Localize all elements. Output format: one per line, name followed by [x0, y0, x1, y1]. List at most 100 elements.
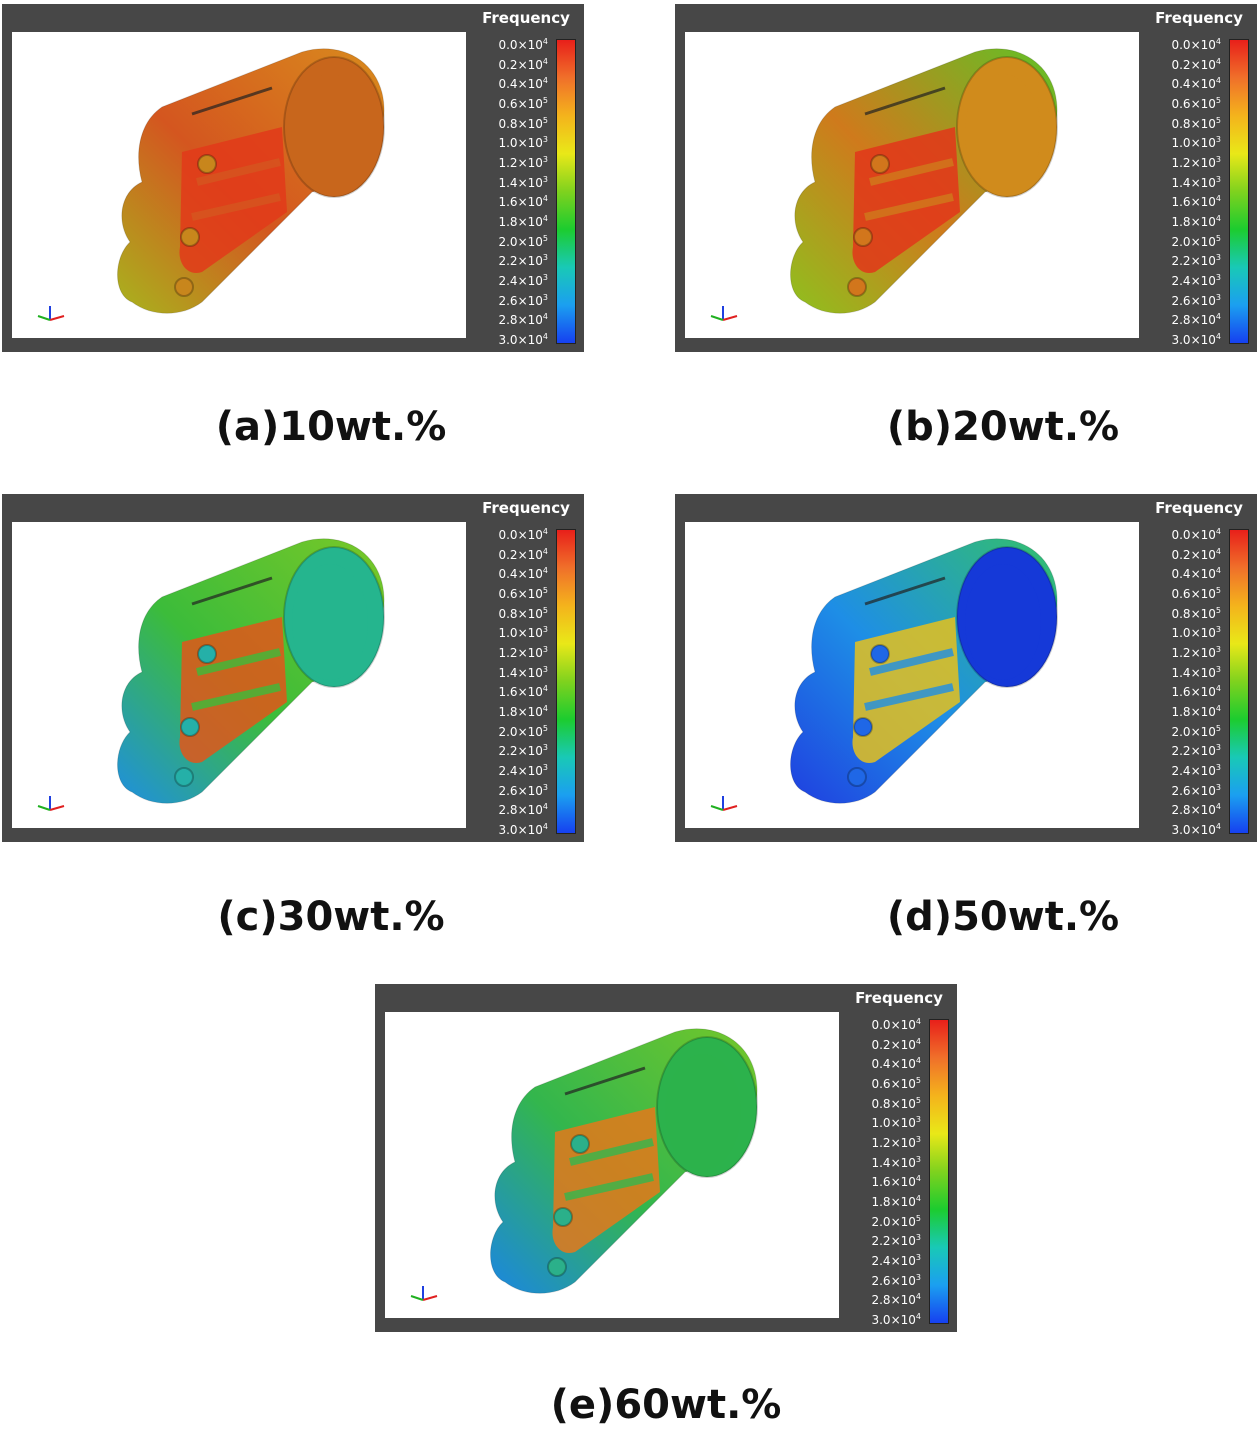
legend-tick-label: 0.6×105 [1171, 585, 1221, 601]
legend-tick-label: 2.8×104 [1171, 312, 1221, 328]
legend-tick-labels: 0.0×104 0.2×104 0.4×104 0.6×105 0.8×105 1.0×1… [1153, 525, 1221, 837]
legend-tick-labels: 0.0×104 0.2×104 0.4×104 0.6×105 0.8×105 1.0×1… [480, 35, 548, 347]
legend-tick-label: 2.2×103 [498, 743, 548, 759]
result-panel-d: Frequency 0.0×104 0.2×104 0.4×104 0.6×105 0.… [675, 494, 1257, 842]
legend-tick-label: 1.0×103 [1171, 135, 1221, 151]
panel-caption: (c)30wt.% [217, 894, 445, 940]
legend-tick-label: 0.6×105 [1171, 95, 1221, 111]
legend-tick-label: 1.8×104 [871, 1193, 921, 1209]
legend-tick-label: 3.0×104 [871, 1311, 921, 1327]
frequency-model-render [790, 48, 1058, 314]
legend-tick-label: 0.6×105 [498, 95, 548, 111]
legend-tick-label: 0.4×104 [498, 566, 548, 582]
legend-tick-label: 0.6×105 [498, 585, 548, 601]
legend-tick-label: 0.2×104 [498, 546, 548, 562]
legend-title: Frequency [1155, 499, 1243, 517]
legend-tick-label: 0.2×104 [498, 56, 548, 72]
legend-tick-label: 2.2×103 [1171, 743, 1221, 759]
legend-tick-label: 1.0×103 [498, 625, 548, 641]
frequency-colorbar [556, 39, 576, 344]
legend-tick-label: 2.6×103 [871, 1272, 921, 1288]
legend-tick-label: 1.4×103 [498, 664, 548, 680]
legend-tick-label: 3.0×104 [1171, 821, 1221, 837]
legend-tick-label: 2.6×103 [1171, 782, 1221, 798]
legend-tick-label: 0.8×105 [498, 605, 548, 621]
panel-caption: (e)60wt.% [550, 1382, 782, 1428]
legend-tick-label: 0.0×104 [498, 37, 548, 52]
legend-tick-label: 1.6×104 [498, 194, 548, 210]
legend-tick-label: 0.8×105 [1171, 605, 1221, 621]
legend-tick-label: 3.0×104 [498, 331, 548, 347]
legend-tick-label: 0.2×104 [1171, 56, 1221, 72]
legend-tick-label: 1.8×104 [1171, 703, 1221, 719]
legend-tick-label: 2.6×103 [1171, 292, 1221, 308]
legend-tick-label: 1.2×103 [871, 1134, 921, 1150]
legend-tick-label: 2.0×105 [498, 233, 548, 249]
axis-triad-icon [37, 796, 65, 811]
axis-triad-icon [710, 796, 738, 811]
legend-tick-label: 2.4×103 [1171, 762, 1221, 778]
legend-tick-label: 1.4×103 [1171, 174, 1221, 190]
legend-tick-label: 1.6×104 [871, 1174, 921, 1190]
panel-caption: (a)10wt.% [215, 404, 447, 450]
result-panel-e: Frequency 0.0×104 0.2×104 0.4×104 0.6×105 0.… [375, 984, 957, 1332]
legend-tick-label: 0.6×105 [871, 1075, 921, 1091]
legend-tick-label: 0.0×104 [498, 527, 548, 542]
legend-tick-label: 1.4×103 [871, 1154, 921, 1170]
legend-tick-label: 1.2×103 [498, 644, 548, 660]
frequency-colorbar [1229, 529, 1249, 834]
legend-tick-label: 2.8×104 [871, 1292, 921, 1308]
legend-tick-label: 0.8×105 [498, 115, 548, 131]
legend-tick-label: 2.8×104 [498, 802, 548, 818]
model-viewport [12, 32, 466, 338]
frequency-colorbar [1229, 39, 1249, 344]
legend-tick-label: 1.0×103 [871, 1115, 921, 1131]
legend-tick-labels: 0.0×104 0.2×104 0.4×104 0.6×105 0.8×105 1.0×1… [480, 525, 548, 837]
legend-tick-label: 2.4×103 [1171, 272, 1221, 288]
frequency-colorbar [556, 529, 576, 834]
legend-tick-label: 0.8×105 [1171, 115, 1221, 131]
legend-tick-label: 1.8×104 [498, 213, 548, 229]
legend-tick-label: 2.0×105 [871, 1213, 921, 1229]
legend-tick-label: 2.6×103 [498, 782, 548, 798]
frequency-model-render [117, 48, 385, 314]
panel-caption: (b)20wt.% [886, 404, 1120, 450]
legend-title: Frequency [482, 499, 570, 517]
legend-tick-label: 0.4×104 [1171, 566, 1221, 582]
result-panel-a: Frequency 0.0×104 0.2×104 0.4×104 0.6×105 0.… [2, 4, 584, 352]
frequency-model-render [490, 1028, 758, 1294]
legend-tick-label: 1.2×103 [1171, 154, 1221, 170]
frequency-model-render [117, 538, 385, 804]
legend-tick-label: 0.4×104 [1171, 76, 1221, 92]
legend-tick-label: 2.8×104 [1171, 802, 1221, 818]
legend-tick-label: 0.2×104 [871, 1036, 921, 1052]
legend-tick-label: 1.6×104 [498, 684, 548, 700]
legend-tick-label: 1.0×103 [498, 135, 548, 151]
model-viewport [685, 522, 1139, 828]
legend-tick-label: 2.8×104 [498, 312, 548, 328]
legend-tick-label: 2.0×105 [1171, 233, 1221, 249]
result-panel-c: Frequency 0.0×104 0.2×104 0.4×104 0.6×105 0.… [2, 494, 584, 842]
legend-tick-label: 2.2×103 [1171, 253, 1221, 269]
legend-tick-label: 1.8×104 [1171, 213, 1221, 229]
legend-tick-label: 1.0×103 [1171, 625, 1221, 641]
legend-tick-label: 0.2×104 [1171, 546, 1221, 562]
legend-tick-label: 0.8×105 [871, 1095, 921, 1111]
legend-tick-label: 2.4×103 [871, 1252, 921, 1268]
legend-tick-label: 1.6×104 [1171, 194, 1221, 210]
axis-triad-icon [37, 306, 65, 321]
legend-tick-labels: 0.0×104 0.2×104 0.4×104 0.6×105 0.8×105 1.0×1… [1153, 35, 1221, 347]
legend-title: Frequency [1155, 9, 1243, 27]
legend-tick-label: 1.4×103 [1171, 664, 1221, 680]
legend-tick-label: 0.0×104 [1171, 527, 1221, 542]
legend-tick-label: 3.0×104 [498, 821, 548, 837]
legend-tick-label: 1.4×103 [498, 174, 548, 190]
result-panel-b: Frequency 0.0×104 0.2×104 0.4×104 0.6×105 0.… [675, 4, 1257, 352]
legend-tick-label: 3.0×104 [1171, 331, 1221, 347]
model-viewport [12, 522, 466, 828]
axis-triad-icon [410, 1286, 438, 1301]
legend-tick-label: 1.2×103 [498, 154, 548, 170]
legend-tick-labels: 0.0×104 0.2×104 0.4×104 0.6×105 0.8×105 1.0×1… [853, 1015, 921, 1327]
frequency-model-render [790, 538, 1058, 804]
legend-tick-label: 2.4×103 [498, 762, 548, 778]
